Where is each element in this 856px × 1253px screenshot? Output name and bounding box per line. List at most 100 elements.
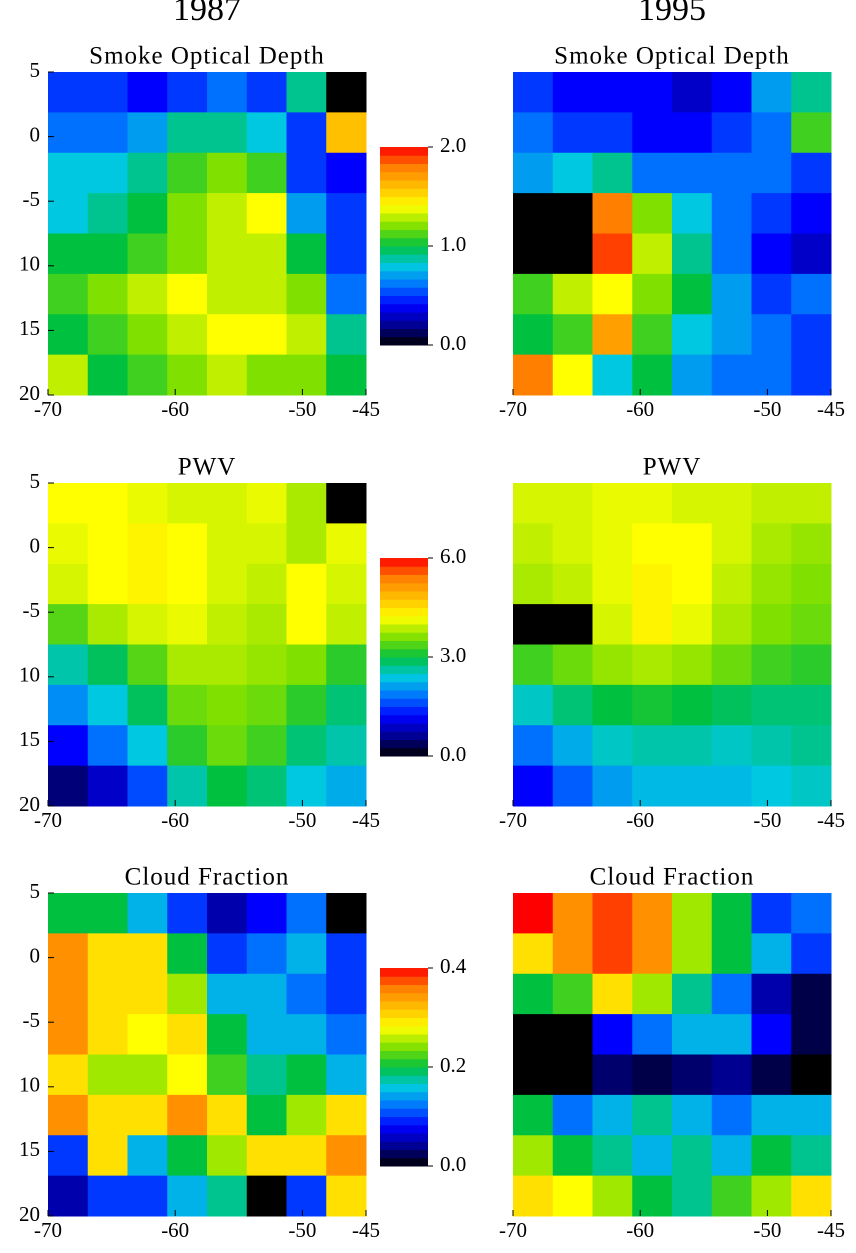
heatmap-cell bbox=[751, 765, 792, 807]
heatmap-cell bbox=[48, 933, 89, 975]
heatmap-cell bbox=[286, 193, 327, 234]
colorbar-band bbox=[380, 723, 428, 732]
heatmap-cell bbox=[592, 193, 633, 234]
x-tick-label: -45 bbox=[817, 808, 845, 832]
heatmap-cell bbox=[791, 1054, 832, 1096]
heatmap-cell bbox=[791, 112, 832, 154]
heatmap-cell bbox=[87, 273, 128, 315]
heatmap-cell bbox=[552, 72, 593, 113]
heatmap-cell bbox=[711, 725, 752, 767]
heatmap-cell bbox=[751, 112, 792, 154]
heatmap-cell bbox=[791, 1014, 832, 1055]
heatmap-cell bbox=[592, 725, 633, 767]
heatmap-cell bbox=[286, 233, 327, 275]
heatmap-cell bbox=[87, 1094, 128, 1136]
colorbar-band bbox=[380, 624, 428, 633]
heatmap-cell bbox=[632, 1014, 673, 1055]
heatmap-cell bbox=[711, 893, 752, 934]
heatmap-cell bbox=[632, 314, 673, 356]
colorbar-band bbox=[380, 229, 428, 239]
heatmap-cell bbox=[326, 354, 367, 396]
heatmap-cell bbox=[48, 1135, 89, 1177]
heatmap-cell bbox=[326, 483, 367, 524]
heatmap-cell bbox=[286, 1014, 327, 1055]
y-tick-label: -5 bbox=[23, 187, 41, 211]
x-tick-label: -50 bbox=[288, 397, 316, 421]
heatmap-cell bbox=[246, 72, 287, 113]
colorbar-band bbox=[380, 328, 428, 338]
heatmap-cell bbox=[632, 684, 673, 726]
heatmap-cell bbox=[513, 233, 554, 275]
heatmap-cell bbox=[326, 152, 367, 194]
heatmap-cell bbox=[791, 152, 832, 194]
colorbar-band bbox=[380, 657, 428, 666]
heatmap-cell bbox=[167, 1014, 208, 1055]
heatmap-cell bbox=[167, 1175, 208, 1217]
heatmap-cell bbox=[751, 1175, 792, 1217]
heatmap-cell bbox=[632, 354, 673, 396]
heatmap-cell bbox=[711, 684, 752, 726]
heatmap-cell bbox=[48, 193, 89, 234]
heatmap-cell bbox=[207, 563, 248, 605]
heatmap-cell bbox=[48, 563, 89, 605]
y-tick-label: 15 bbox=[19, 1137, 40, 1161]
colorbar-band bbox=[380, 1091, 428, 1101]
heatmap-cell bbox=[791, 725, 832, 767]
heatmap-cell bbox=[167, 72, 208, 113]
heatmap-cell bbox=[711, 233, 752, 275]
heatmap-cell bbox=[246, 604, 287, 645]
heatmap-cell bbox=[791, 1135, 832, 1177]
colorbar-band bbox=[380, 246, 428, 255]
heatmap-cell bbox=[552, 644, 593, 686]
heatmap-cell bbox=[167, 933, 208, 975]
heatmap-cell bbox=[552, 152, 593, 194]
heatmap-cell bbox=[127, 725, 168, 767]
heatmap-cell bbox=[286, 644, 327, 686]
heatmap-cell bbox=[127, 483, 168, 524]
x-tick-label: -70 bbox=[34, 1218, 62, 1242]
heatmap-cell bbox=[127, 973, 168, 1015]
heatmap-cell bbox=[791, 72, 832, 113]
heatmap-cell bbox=[286, 1094, 327, 1136]
heatmap-cell bbox=[326, 1054, 367, 1096]
y-tick-label: -5 bbox=[23, 1008, 41, 1032]
heatmap-cell bbox=[672, 563, 713, 605]
colorbar-band bbox=[380, 262, 428, 272]
x-tick-label: -50 bbox=[753, 1218, 781, 1242]
x-tick-label: -45 bbox=[352, 397, 380, 421]
heatmap-cell bbox=[246, 233, 287, 275]
heatmap-cell bbox=[167, 893, 208, 934]
heatmap-cell bbox=[672, 354, 713, 396]
colorbar-band bbox=[380, 155, 428, 164]
x-tick-label: -70 bbox=[499, 1218, 527, 1242]
heatmap-cell bbox=[326, 1094, 367, 1136]
heatmap-cell bbox=[672, 233, 713, 275]
heatmap-cell bbox=[711, 483, 752, 524]
heatmap-cell bbox=[246, 1135, 287, 1177]
colorbar-tick-label: 2.0 bbox=[440, 133, 466, 157]
heatmap-cell bbox=[592, 563, 633, 605]
heatmap-cell bbox=[513, 725, 554, 767]
heatmap-cell bbox=[127, 1014, 168, 1055]
heatmap-cell bbox=[167, 112, 208, 154]
heatmap-cell bbox=[167, 765, 208, 807]
heatmap-cell bbox=[127, 354, 168, 396]
heatmap-cell bbox=[552, 193, 593, 234]
heatmap-cell bbox=[127, 684, 168, 726]
heatmap-cell bbox=[326, 314, 367, 356]
heatmap-cell bbox=[672, 193, 713, 234]
heatmap-cell bbox=[672, 893, 713, 934]
heatmap-cell bbox=[48, 314, 89, 356]
colorbar-band bbox=[380, 171, 428, 181]
heatmap-cell bbox=[326, 1014, 367, 1055]
colorbar-band bbox=[380, 574, 428, 584]
heatmap-cell bbox=[286, 1135, 327, 1177]
heatmap-cell bbox=[207, 233, 248, 275]
heatmap-cell bbox=[48, 604, 89, 645]
heatmap-cell bbox=[207, 725, 248, 767]
heatmap-cell bbox=[167, 1094, 208, 1136]
heatmap-cell bbox=[127, 1175, 168, 1217]
heatmap-cell bbox=[167, 973, 208, 1015]
x-tick-label: -70 bbox=[34, 397, 62, 421]
